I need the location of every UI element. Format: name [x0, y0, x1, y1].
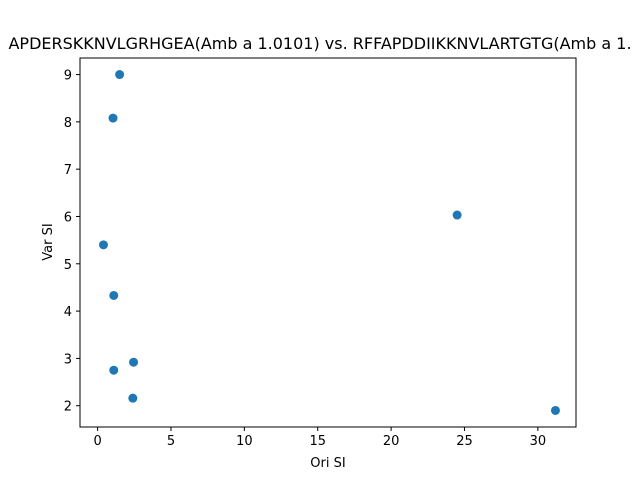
- y-axis: 2 3 4 5 6 7 8 9: [64, 69, 80, 415]
- x-tick-label: 0: [93, 434, 101, 449]
- plot-area: [79, 57, 577, 428]
- x-axis-label: Ori SI: [310, 456, 345, 471]
- data-point: [550, 405, 560, 415]
- y-tick-label: 8: [64, 116, 72, 131]
- y-tick-label: 9: [64, 69, 72, 84]
- x-tick-label: 20: [383, 434, 400, 449]
- y-tick-label: 2: [64, 400, 72, 415]
- data-point: [115, 70, 125, 80]
- x-tick-label: 10: [236, 434, 253, 449]
- x-tick-label: 25: [456, 434, 473, 449]
- y-tick-label: 6: [64, 210, 72, 225]
- x-tick-label: 5: [167, 434, 175, 449]
- y-tick-label: 7: [64, 163, 72, 178]
- x-axis: 0 5 10 15 20 25 30: [93, 427, 546, 449]
- data-point: [109, 365, 119, 375]
- y-tick-label: 3: [64, 352, 72, 367]
- y-tick-label: 5: [64, 258, 72, 273]
- y-axis-label: Var SI: [41, 223, 56, 260]
- data-points: [98, 70, 560, 415]
- data-point: [108, 113, 118, 123]
- x-tick-label: 30: [530, 434, 547, 449]
- data-point: [129, 357, 139, 367]
- data-point: [109, 290, 119, 300]
- x-tick-label: 15: [309, 434, 326, 449]
- data-point: [128, 393, 138, 403]
- chart-title: APDERSKKNVLGRHGEA(Amb a 1.0101) vs. RFFA…: [8, 34, 631, 53]
- data-point: [452, 210, 462, 220]
- data-point: [98, 240, 108, 250]
- y-tick-label: 4: [64, 305, 72, 320]
